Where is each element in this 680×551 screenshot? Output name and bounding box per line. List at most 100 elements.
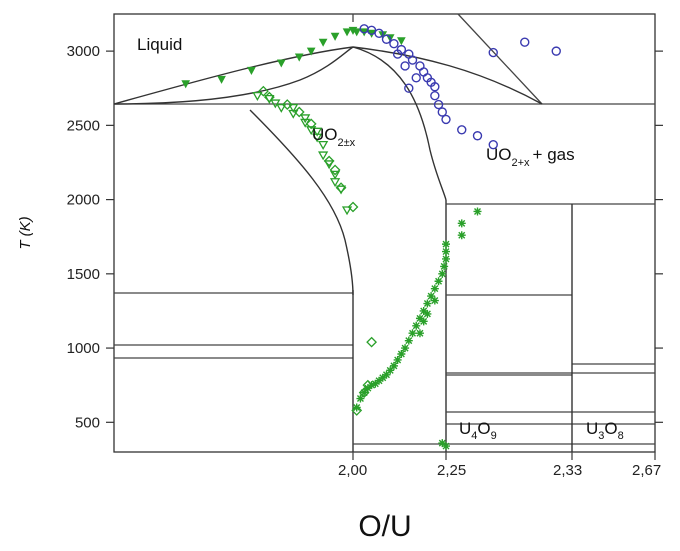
data-point-s3-19: [423, 299, 432, 308]
data-point-s2-10: [351, 405, 363, 416]
data-point-s0-5: [306, 47, 316, 56]
region-u3o8-sub1: 3: [598, 430, 604, 442]
region-uo2gas-base: UO: [486, 145, 512, 164]
data-point-s1-14: [341, 206, 353, 216]
data-point-s0-8: [342, 28, 352, 37]
x-tick-label-2: 2,25: [437, 462, 466, 479]
data-point-s4-19: [488, 139, 498, 150]
data-point-s3-29: [457, 219, 466, 228]
region-u3o8-mid: O: [604, 419, 617, 438]
liquidus-left: [113, 46, 354, 105]
data-point-s4-18: [472, 131, 483, 141]
x-tick-label-3: 2,33: [553, 462, 582, 479]
data-point-s1-10: [323, 160, 335, 170]
data-point-s2-8: [347, 201, 359, 213]
data-point-s0-6: [318, 38, 328, 47]
x-axis-label: O/U: [358, 510, 411, 543]
data-point-s3-3: [363, 384, 372, 393]
data-point-s3-27: [442, 240, 450, 249]
y-tick-label-500: 500: [75, 414, 100, 431]
data-point-s3-28: [457, 231, 466, 240]
data-point-s2-4: [305, 118, 317, 130]
data-point-s3-36: [415, 329, 424, 338]
data-point-s4-15: [437, 107, 447, 117]
data-point-s2-9: [366, 336, 378, 348]
liquidus-right: [352, 46, 543, 105]
region-uo2x-base: UO: [312, 125, 338, 144]
region-uo2gas-sub: 2+x: [512, 157, 531, 169]
x-axis-ticks: 2,00 2,25 2,33 2,67: [338, 14, 661, 479]
data-point-s1-0: [252, 92, 263, 101]
data-point-s4-21: [400, 61, 410, 71]
data-point-s3-6: [375, 376, 384, 385]
region-liquid: Liquid: [137, 35, 182, 54]
data-point-s3-11: [393, 355, 402, 364]
data-point-s2-5: [323, 155, 335, 167]
data-point-s3-35: [430, 296, 439, 305]
x-tick-label-4: 2,67: [632, 462, 661, 479]
data-point-s1-3: [276, 103, 287, 113]
data-point-s0-0: [181, 80, 191, 89]
data-point-s4-8: [415, 61, 425, 71]
region-u4o9-mid: O: [477, 419, 490, 438]
data-point-s3-14: [404, 336, 413, 345]
top-diagonal: [457, 13, 543, 105]
y-tick-label-1000: 1000: [67, 340, 100, 357]
region-u3o8-base: U: [586, 419, 598, 438]
region-u3o8-sub2: 8: [618, 430, 624, 442]
data-point-s3-8: [382, 370, 391, 379]
data-point-s4-26: [488, 47, 498, 58]
data-point-s2-0: [257, 85, 269, 97]
region-u4o9: U4O9: [459, 419, 497, 442]
data-point-s4-23: [404, 83, 414, 93]
region-u4o9-sub1: 4: [471, 430, 477, 442]
data-point-s0-3: [276, 59, 286, 68]
data-point-s1-9: [318, 151, 329, 161]
data-point-s3-31: [438, 439, 447, 448]
solidus-right: [352, 46, 447, 201]
plot-frame: [113, 13, 656, 453]
data-point-s1-8: [318, 141, 329, 150]
data-point-s2-7: [335, 182, 347, 194]
data-point-s1-11: [329, 170, 341, 180]
data-point-s0-1: [217, 75, 226, 84]
data-point-s3-1: [356, 394, 365, 403]
data-point-s3-22: [434, 277, 443, 286]
data-point-s2-1: [263, 91, 275, 103]
data-point-s0-15: [397, 37, 406, 46]
data-point-s3-2: [360, 388, 369, 397]
y-axis-ticks: 500 1000 1500 2000 2500 3000: [67, 43, 663, 431]
data-point-s0-10: [352, 28, 362, 37]
data-point-s4-22: [411, 73, 421, 83]
data-point-s1-2: [270, 99, 281, 109]
data-point-s3-13: [401, 344, 410, 353]
data-point-s3-15: [408, 329, 417, 338]
data-point-s4-16: [441, 114, 451, 125]
data-point-s3-10: [389, 361, 398, 370]
data-point-s4-14: [433, 99, 444, 110]
data-point-s4-6: [404, 49, 414, 59]
data-point-s1-6: [306, 126, 317, 136]
y-tick-label-1500: 1500: [67, 266, 100, 283]
region-u4o9-base: U: [459, 419, 471, 438]
phase-boundaries: [113, 13, 655, 452]
data-point-s3-23: [438, 269, 447, 278]
data-point-s3-24: [440, 262, 449, 271]
data-point-s3-7: [378, 373, 387, 382]
data-point-s4-9: [418, 67, 429, 77]
data-point-s4-25: [551, 46, 561, 56]
data-point-s4-4: [389, 38, 399, 49]
region-u4o9-sub2: 9: [491, 430, 497, 442]
data-point-s3-4: [367, 381, 376, 390]
region-uo2gas: UO2+x + gas: [486, 145, 575, 169]
data-point-s3-33: [423, 309, 432, 318]
data-point-s3-30: [473, 207, 482, 216]
data-point-s2-2: [281, 99, 293, 110]
data-point-s3-17: [415, 314, 424, 323]
data-point-s0-2: [247, 66, 256, 75]
data-point-s4-20: [392, 49, 403, 59]
data-point-s1-15: [288, 103, 299, 113]
data-point-s3-32: [442, 442, 450, 451]
data-point-s1-12: [329, 178, 341, 188]
